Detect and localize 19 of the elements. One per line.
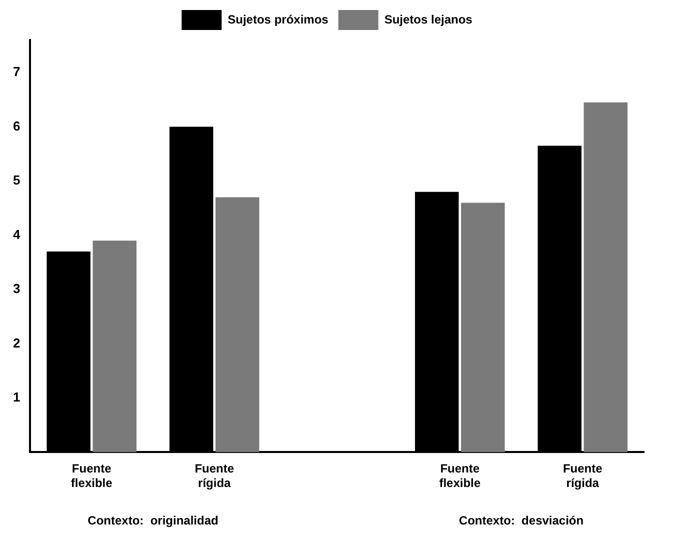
legend-label: Sujetos próximos: [228, 12, 329, 26]
y-tick-label: 3: [12, 281, 20, 296]
x-tick-label: Fuente rígida: [194, 462, 234, 490]
x-tick-label: Fuente flexible: [70, 462, 113, 490]
bar: [584, 102, 628, 452]
y-tick-label: 1: [12, 390, 20, 405]
y-tick-label: 7: [12, 64, 20, 80]
bar: [461, 202, 505, 452]
bar: [92, 240, 136, 452]
bar: [216, 197, 260, 452]
y-tick-label: 5: [12, 172, 20, 188]
text: Contexto: desviación: [458, 513, 584, 528]
x-tick-label: Fuente rígida: [562, 462, 603, 490]
y-tick-label: 2: [12, 335, 20, 350]
y-tick-label: 4: [12, 226, 21, 242]
legend-label: Sujetos lejanos: [384, 12, 473, 26]
y-tick-label: 6: [12, 118, 20, 134]
x-tick-label: Fuente flexible: [439, 462, 481, 490]
text: Contexto: originalidad: [88, 513, 218, 528]
